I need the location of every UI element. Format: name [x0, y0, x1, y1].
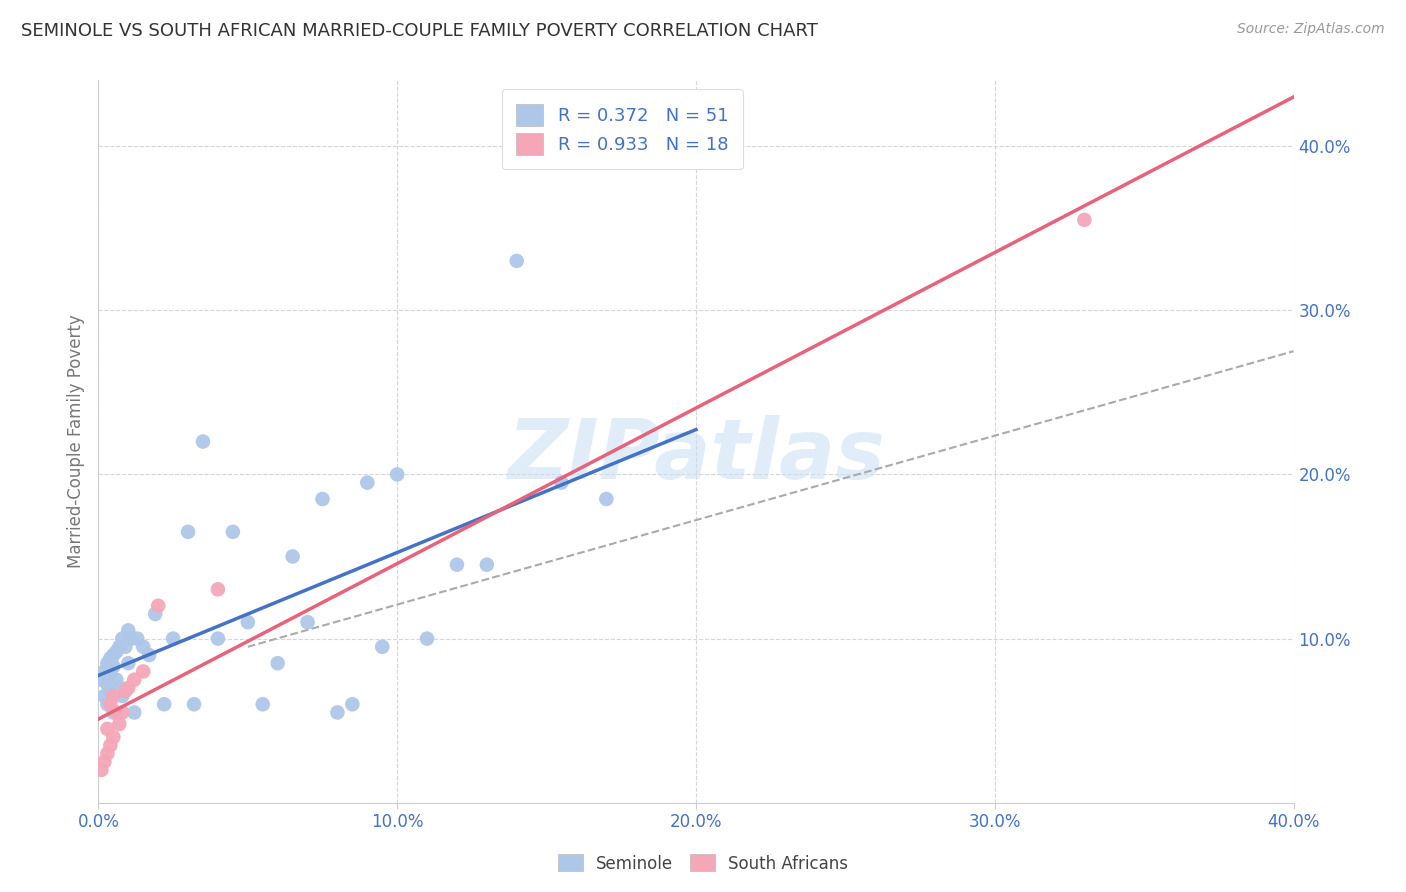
- Point: [93, 689, 115, 703]
- Point: [132, 640, 155, 654]
- Point: [138, 648, 160, 662]
- Text: SEMINOLE VS SOUTH AFRICAN MARRIED-COUPLE FAMILY POVERTY CORRELATION CHART: SEMINOLE VS SOUTH AFRICAN MARRIED-COUPLE…: [21, 22, 818, 40]
- Text: Source: ZipAtlas.com: Source: ZipAtlas.com: [1237, 22, 1385, 37]
- Point: [105, 673, 128, 687]
- Point: [326, 706, 349, 720]
- Point: [96, 698, 118, 712]
- Point: [96, 677, 118, 691]
- Point: [1073, 212, 1095, 227]
- Point: [342, 698, 364, 712]
- Point: [98, 739, 122, 753]
- Point: [98, 684, 122, 698]
- Point: [90, 763, 112, 777]
- Point: [108, 717, 131, 731]
- Point: [222, 524, 245, 539]
- Point: [103, 689, 125, 703]
- Legend: R = 0.372   N = 51, R = 0.933   N = 18: R = 0.372 N = 51, R = 0.933 N = 18: [502, 89, 742, 169]
- Point: [506, 253, 529, 268]
- Point: [162, 632, 184, 646]
- Point: [114, 684, 136, 698]
- Point: [98, 667, 122, 681]
- Point: [191, 434, 214, 449]
- Point: [117, 657, 139, 671]
- Point: [98, 651, 122, 665]
- Point: [550, 475, 572, 490]
- Point: [124, 673, 146, 687]
- Point: [416, 632, 439, 646]
- Point: [93, 755, 115, 769]
- Point: [143, 607, 166, 621]
- Point: [90, 673, 112, 687]
- Point: [103, 648, 125, 662]
- Point: [117, 624, 139, 638]
- Point: [236, 615, 259, 630]
- Point: [103, 706, 125, 720]
- Point: [356, 475, 378, 490]
- Point: [371, 640, 394, 654]
- Point: [117, 681, 139, 695]
- Point: [127, 632, 149, 646]
- Point: [132, 665, 155, 679]
- Point: [183, 698, 205, 712]
- Point: [207, 582, 229, 597]
- Point: [96, 657, 118, 671]
- Legend: Seminole, South Africans: Seminole, South Africans: [551, 847, 855, 880]
- Point: [96, 722, 118, 736]
- Point: [153, 698, 176, 712]
- Point: [475, 558, 498, 572]
- Point: [595, 491, 617, 506]
- Point: [124, 706, 146, 720]
- Point: [177, 524, 200, 539]
- Point: [96, 747, 118, 761]
- Point: [105, 645, 128, 659]
- Point: [93, 665, 115, 679]
- Point: [103, 730, 125, 744]
- Text: ZIPatlas: ZIPatlas: [508, 416, 884, 497]
- Point: [252, 698, 274, 712]
- Point: [111, 689, 134, 703]
- Point: [297, 615, 319, 630]
- Point: [105, 706, 128, 720]
- Y-axis label: Married-Couple Family Poverty: Married-Couple Family Poverty: [66, 315, 84, 568]
- Point: [108, 640, 131, 654]
- Point: [111, 632, 134, 646]
- Point: [281, 549, 304, 564]
- Point: [108, 681, 131, 695]
- Point: [385, 467, 409, 482]
- Point: [311, 491, 333, 506]
- Point: [148, 599, 170, 613]
- Point: [114, 640, 136, 654]
- Point: [111, 706, 134, 720]
- Point: [267, 657, 290, 671]
- Point: [446, 558, 468, 572]
- Point: [103, 659, 125, 673]
- Point: [120, 632, 142, 646]
- Point: [207, 632, 229, 646]
- Point: [98, 698, 122, 712]
